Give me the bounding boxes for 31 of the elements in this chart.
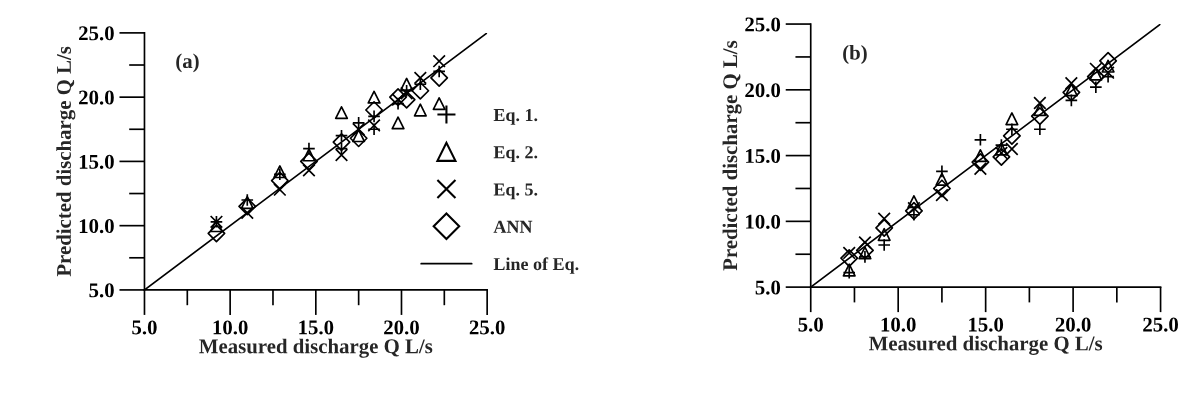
legend-label: Eq. 5. [493,183,538,200]
x-tick-label: 10.0 [213,320,248,335]
x-tick-label: 5.0 [798,317,823,332]
y-tick-label: 15.0 [79,154,114,169]
legend-label: ANN [493,220,533,233]
x-tick-label: 25.0 [469,320,505,335]
y-tick-label: 25.0 [79,26,114,41]
x-tick-label: 25.0 [1143,317,1178,332]
y-tick-label: 10.0 [746,214,781,229]
legend-label: Line of Eq. [493,257,579,274]
y-tick-label: 25.0 [745,17,781,32]
annotation: (a) [176,53,199,73]
y-tick-label: 5.0 [755,280,781,295]
x-tick-label: 20.0 [1055,317,1091,332]
x-axis-title: Measured discharge Q L/s [869,335,1103,355]
y-tick-label: 20.0 [79,90,114,105]
x-axis-title: Measured discharge Q L/s [199,338,433,358]
legend-label: Eq. 2. [493,146,538,162]
y-axis-title: Predicted discharge Q L/s [722,40,742,271]
y-tick-label: 10.0 [79,219,114,234]
y-axis-title: Predicted discharge Q L/s [56,46,76,277]
x-tick-label: 15.0 [299,320,334,335]
y-tick-label: 20.0 [745,83,781,98]
x-tick-label: 10.0 [881,317,916,332]
x-tick-label: 5.0 [132,320,157,335]
annotation: (b) [843,45,867,64]
x-tick-label: 20.0 [384,320,419,335]
legend-label: Eq. 1. [493,108,538,125]
y-tick-label: 15.0 [746,148,781,164]
x-tick-label: 15.0 [969,317,1004,332]
y-tick-label: 5.0 [89,283,114,298]
